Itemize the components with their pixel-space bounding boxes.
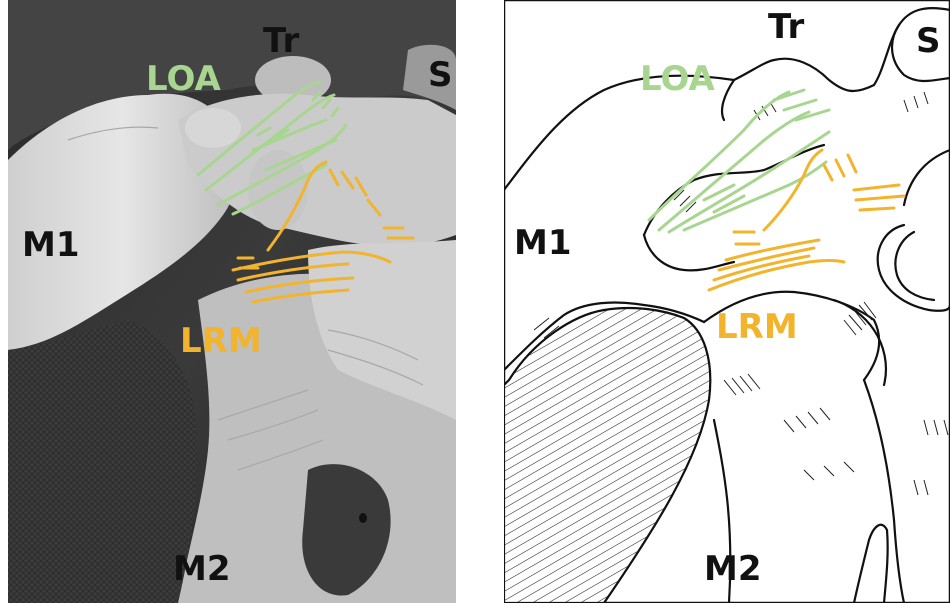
label-loa-drawing: LOA <box>640 59 715 99</box>
label-lrm: LRM <box>180 321 262 361</box>
label-m2-drawing: M2 <box>704 549 762 589</box>
dissection-photo-panel: Tr S LOA M1 LRM M2 <box>8 0 456 603</box>
line-drawing <box>504 0 950 603</box>
label-m2: M2 <box>173 549 231 589</box>
label-m1: M1 <box>22 225 80 265</box>
label-s-drawing: S <box>916 21 941 61</box>
label-m1-drawing: M1 <box>514 223 572 263</box>
line-drawing-panel: Tr S LOA M1 LRM M2 <box>504 0 950 603</box>
label-lrm-drawing: LRM <box>716 307 798 347</box>
label-s: S <box>428 55 453 95</box>
lrm-ligament-annotation-drawing <box>707 148 906 292</box>
label-loa: LOA <box>146 59 221 99</box>
label-tr: Tr <box>263 21 300 61</box>
label-tr-drawing: Tr <box>768 7 805 47</box>
dissection-photo <box>8 0 456 603</box>
lrm-ligament-annotation <box>231 160 415 304</box>
loa-ligament-annotation-drawing <box>647 88 831 234</box>
